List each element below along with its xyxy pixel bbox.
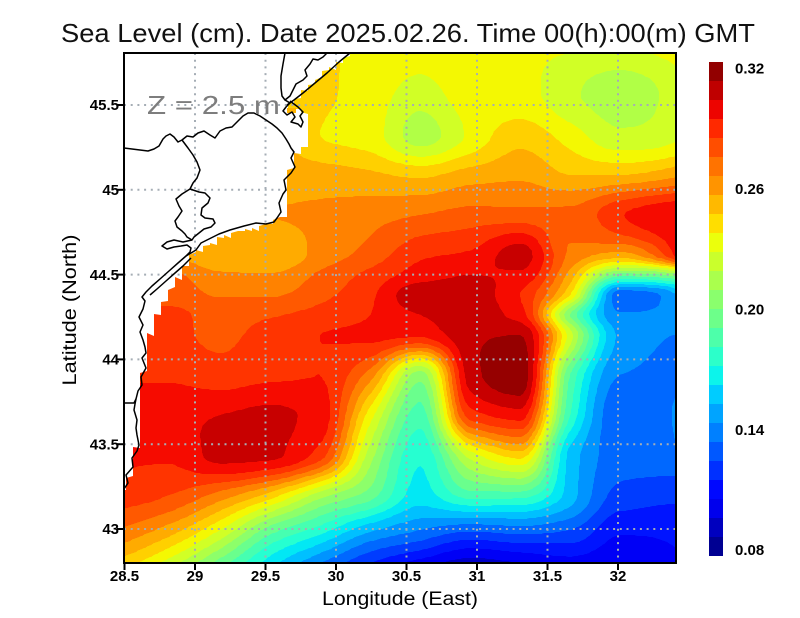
svg-text:0.20: 0.20 — [735, 302, 764, 319]
svg-text:Longitude (East): Longitude (East) — [322, 589, 478, 610]
svg-text:0.32: 0.32 — [735, 61, 764, 78]
svg-text:0.26: 0.26 — [735, 181, 764, 198]
svg-text:Sea Level (cm). Date 2025.02.2: Sea Level (cm). Date 2025.02.26. Time 00… — [61, 18, 755, 48]
svg-text:45.5: 45.5 — [90, 97, 119, 114]
svg-text:30.5: 30.5 — [392, 568, 421, 585]
svg-text:0.08: 0.08 — [735, 542, 764, 559]
svg-text:45: 45 — [102, 182, 119, 199]
svg-text:44.5: 44.5 — [90, 267, 119, 284]
svg-text:30: 30 — [328, 568, 345, 585]
svg-text:0.14: 0.14 — [735, 422, 765, 439]
svg-text:Latitude (North): Latitude (North) — [60, 235, 81, 386]
svg-text:Z = 2.5 m: Z = 2.5 m — [147, 90, 280, 120]
svg-text:29.5: 29.5 — [251, 568, 280, 585]
svg-text:32: 32 — [610, 568, 627, 585]
svg-text:31.5: 31.5 — [533, 568, 562, 585]
svg-text:29: 29 — [187, 568, 204, 585]
svg-text:44: 44 — [102, 352, 119, 369]
svg-text:28.5: 28.5 — [110, 568, 139, 585]
svg-text:43: 43 — [102, 521, 119, 538]
svg-text:31: 31 — [469, 568, 486, 585]
svg-text:43.5: 43.5 — [90, 436, 119, 453]
